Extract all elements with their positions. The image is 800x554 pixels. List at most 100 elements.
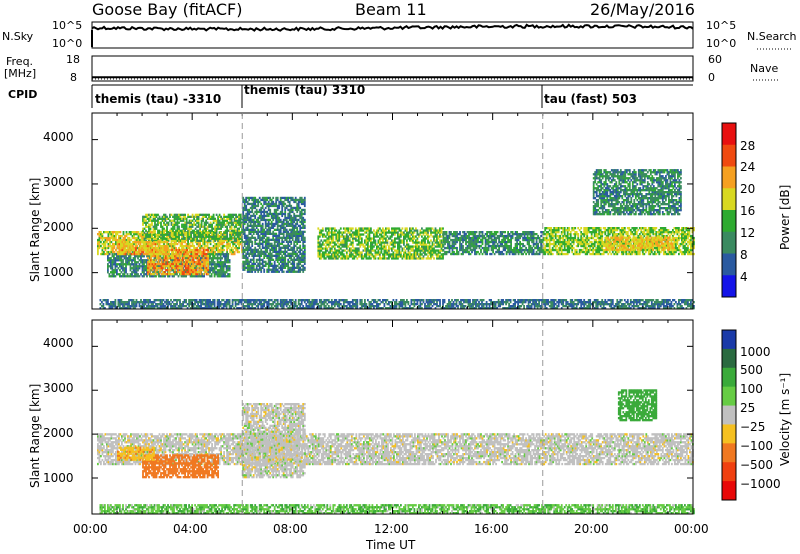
power-cell	[220, 240, 222, 244]
power-cell	[142, 250, 145, 254]
power-cell	[116, 238, 119, 242]
power-cell	[403, 243, 405, 246]
power-cell	[168, 270, 170, 274]
power-cell	[257, 270, 260, 273]
power-cell	[139, 234, 141, 238]
power-cell	[302, 212, 305, 216]
power-cell	[401, 227, 404, 230]
power-y-tick-4000: 4000	[43, 130, 74, 144]
power-cell	[229, 248, 231, 252]
power-cell	[178, 237, 180, 240]
power-cell	[184, 238, 186, 242]
power-cell	[403, 231, 405, 234]
power-cell	[146, 213, 149, 216]
power-cell	[142, 231, 144, 234]
power-cell	[191, 223, 194, 226]
power-cell	[249, 260, 252, 263]
power-cell	[199, 266, 202, 270]
power-cell	[154, 225, 156, 228]
power-cell	[97, 246, 99, 250]
power-cell	[333, 245, 336, 248]
power-cell	[357, 249, 360, 252]
power-cell	[261, 222, 264, 226]
power-cell	[181, 262, 184, 266]
power-cell	[100, 236, 102, 240]
power-cell	[182, 240, 185, 244]
power-cell	[257, 218, 260, 222]
power-cell	[181, 240, 183, 244]
power-cell	[152, 215, 155, 218]
power-cell	[197, 217, 200, 220]
power-cell	[293, 212, 296, 216]
power-cell	[360, 229, 363, 232]
power-cell	[182, 227, 185, 230]
power-cell	[202, 225, 204, 228]
power-cell	[203, 229, 206, 232]
nave-tick-top: 60	[708, 53, 722, 66]
power-cell	[111, 265, 114, 268]
power-cell	[148, 225, 150, 228]
power-cell	[215, 248, 218, 252]
power-cell	[137, 236, 140, 240]
power-cell	[161, 237, 164, 240]
power-cell	[360, 251, 363, 254]
power-cell	[121, 250, 124, 254]
power-cell	[183, 270, 185, 274]
power-cell	[174, 268, 176, 272]
power-cell	[164, 213, 167, 216]
power-cell	[392, 247, 395, 250]
power-cell	[430, 233, 432, 236]
power-cell	[288, 260, 291, 263]
power-cell	[327, 245, 330, 248]
power-cell	[202, 240, 204, 244]
power-cell	[245, 204, 248, 208]
power-cell	[398, 227, 401, 230]
freq-panel-frame	[91, 55, 694, 82]
power-cell	[332, 235, 335, 238]
power-cell	[160, 231, 162, 234]
power-cell	[206, 246, 209, 250]
power-cell	[291, 208, 294, 212]
power-cell	[279, 228, 282, 231]
power-cell	[421, 253, 423, 256]
power-cell	[203, 225, 206, 228]
power-cell	[140, 231, 143, 234]
power-cell	[188, 231, 191, 234]
power-cell	[181, 266, 184, 270]
power-cell	[258, 220, 261, 224]
power-cell	[164, 229, 167, 232]
power-cell	[211, 233, 213, 236]
power-cell	[228, 265, 231, 268]
power-cell	[302, 230, 305, 233]
power-cell	[348, 239, 351, 242]
power-cell	[170, 237, 173, 240]
power-cell	[218, 227, 221, 230]
power-cell	[228, 261, 231, 264]
power-cell	[415, 227, 417, 230]
power-cell	[324, 229, 327, 232]
power-cell	[137, 269, 139, 272]
power-cell	[118, 231, 120, 234]
power-cell	[431, 227, 434, 230]
power-cell	[172, 244, 174, 248]
power-cell	[239, 215, 242, 218]
power-cell	[178, 229, 180, 232]
power-cell	[181, 233, 183, 236]
power-cell	[232, 248, 234, 252]
power-cell	[427, 231, 429, 234]
power-cell	[164, 233, 167, 236]
nsky-tick-top: 10^5	[52, 19, 83, 32]
power-cell	[212, 237, 215, 240]
power-cell	[232, 250, 234, 254]
power-cell	[347, 235, 350, 238]
power-cell	[246, 258, 249, 261]
power-cell	[214, 235, 216, 238]
power-cell	[160, 234, 162, 238]
power-cell	[183, 256, 185, 260]
power-cell	[421, 231, 423, 234]
power-cell	[101, 250, 104, 254]
power-cell	[121, 246, 124, 250]
power-cell	[130, 238, 132, 242]
power-cell	[144, 242, 146, 246]
power-cell	[243, 264, 246, 267]
